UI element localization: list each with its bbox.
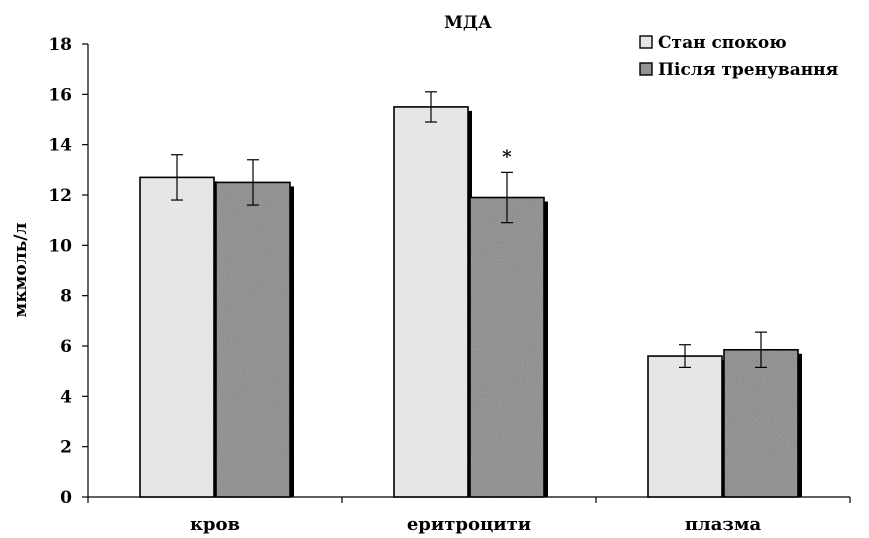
bar-texture — [394, 106, 468, 498]
x-tick-label: плазма — [685, 514, 762, 535]
legend-swatch-border — [639, 35, 653, 49]
bar-texture — [470, 197, 544, 497]
y-tick-label: 12 — [48, 186, 72, 206]
y-tick-label: 18 — [48, 35, 72, 55]
y-tick-label: 16 — [48, 85, 72, 105]
bar-texture — [216, 182, 290, 497]
y-tick-label: 0 — [60, 488, 72, 508]
legend-label: Стан спокою — [658, 33, 787, 53]
x-tick-label: еритроцити — [407, 514, 531, 535]
chart-title: МДА — [444, 13, 492, 33]
legend-label: Після тренування — [658, 60, 838, 80]
y-tick-label: 8 — [60, 287, 72, 307]
y-axis-label: мкмоль/л — [11, 223, 31, 318]
bar-texture — [140, 177, 214, 497]
legend-swatch-texture — [640, 63, 652, 75]
y-tick-label: 14 — [48, 136, 72, 156]
bar-texture — [648, 356, 722, 497]
legend-swatch-texture — [640, 36, 652, 48]
x-tick-label: кров — [190, 514, 240, 535]
y-tick-label: 4 — [60, 387, 72, 407]
legend: Стан спокою Після тренування — [639, 33, 838, 80]
y-tick-label: 2 — [60, 438, 72, 458]
y-tick-label: 10 — [48, 236, 72, 256]
y-tick-label: 6 — [60, 337, 72, 357]
significance-marker: * — [502, 146, 512, 167]
plot-area: 0 2 4 6 8 10 12 14 16 18 кров еритроцити плазма * — [48, 35, 851, 535]
legend-swatch-border — [639, 62, 653, 76]
bar-texture — [724, 349, 798, 497]
